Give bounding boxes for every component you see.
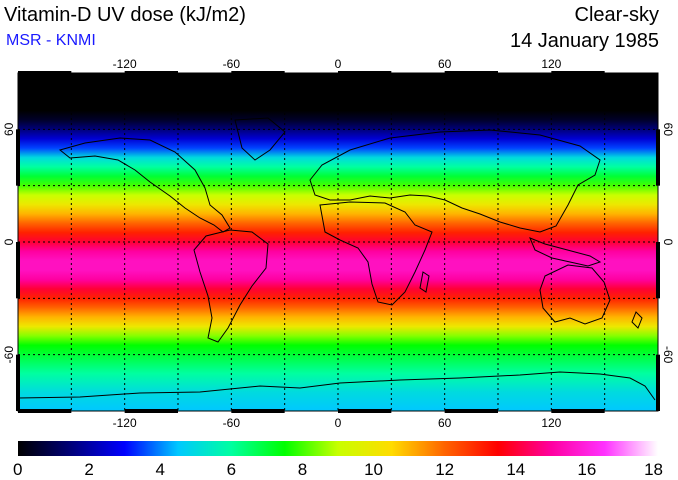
graticule xyxy=(18,73,658,411)
map-title: Vitamin-D UV dose (kJ/m2) xyxy=(4,4,246,26)
lon-tick-label-bottom: 0 xyxy=(335,416,342,430)
data-source: MSR - KNMI xyxy=(6,32,96,49)
lat-tick-label-right: -60 xyxy=(661,346,675,364)
colorbar-tick-label: 10 xyxy=(364,460,383,479)
coastline-antarctica xyxy=(18,371,656,401)
coastline-australia xyxy=(539,264,611,325)
colorbar-tick-label: 12 xyxy=(435,460,454,479)
lat-tick-label-right: 0 xyxy=(661,239,675,246)
map-date: 14 January 1985 xyxy=(509,30,659,52)
colorbar-tick-label: 4 xyxy=(155,460,164,479)
axis-labels: -120 -120 -60 -60 0 0 60 60 120 120 60 60 0 0 -60 -60 xyxy=(2,57,675,430)
colorbar-tick-label: 6 xyxy=(227,460,236,479)
lon-tick-label-top: 60 xyxy=(438,57,452,71)
coastline-maritime-asia xyxy=(529,237,602,267)
coastline-africa xyxy=(319,201,433,306)
colorbar-tick-label: 14 xyxy=(506,460,525,479)
lon-tick-label-bottom: -60 xyxy=(223,416,241,430)
lon-tick-label-top: 120 xyxy=(541,57,561,71)
coastline-eurasia xyxy=(309,129,601,233)
lon-tick-label-bottom: 120 xyxy=(541,416,561,430)
colorbar-ramp xyxy=(18,441,658,456)
lat-tick-label-left: 60 xyxy=(2,122,16,136)
coastlines xyxy=(18,117,656,401)
lon-tick-label-bottom: -120 xyxy=(113,416,137,430)
colorbar-tick-label: 18 xyxy=(644,460,663,479)
coastline-greenland xyxy=(234,117,286,161)
lat-tick-label-right: 60 xyxy=(661,123,675,137)
colorbar-tick-label: 16 xyxy=(577,460,596,479)
lon-tick-label-top: -120 xyxy=(113,57,137,71)
colorbar-labels: 0 2 4 6 8 10 12 14 16 18 xyxy=(13,460,663,479)
lat-tick-label-left: -60 xyxy=(2,346,16,364)
map-panel: -120 -120 -60 -60 0 0 60 60 120 120 60 60 0 0 -60 -60 xyxy=(2,57,675,430)
colorbar-tick-label: 8 xyxy=(298,460,307,479)
coastline-new-zealand xyxy=(631,311,643,329)
coastline-madagascar xyxy=(419,271,430,293)
lon-tick-label-top: -60 xyxy=(223,57,241,71)
lat-tick-label-left: 0 xyxy=(2,238,16,245)
lon-tick-label-top: 0 xyxy=(335,57,342,71)
colorbar-tick-label: 0 xyxy=(13,460,22,479)
lon-tick-label-bottom: 60 xyxy=(438,416,452,430)
colorbar-tick-label: 2 xyxy=(84,460,93,479)
frame-ticks xyxy=(16,71,660,413)
colorbar: 0 2 4 6 8 10 12 14 16 18 xyxy=(13,441,663,479)
sky-condition: Clear-sky xyxy=(574,4,659,26)
coastline-south-america xyxy=(193,229,269,343)
